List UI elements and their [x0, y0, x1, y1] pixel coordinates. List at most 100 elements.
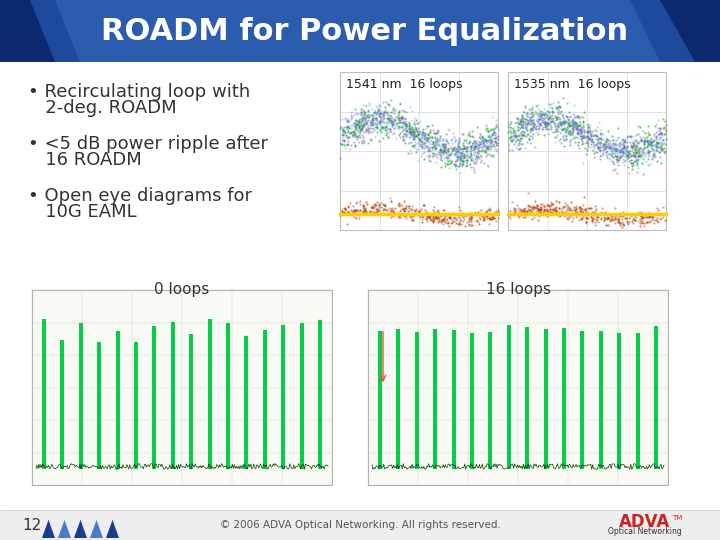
Point [450, 144, 462, 152]
Point [356, 124, 368, 133]
Point [544, 113, 556, 122]
Text: © 2006 ADVA Optical Networking. All rights reserved.: © 2006 ADVA Optical Networking. All righ… [220, 520, 500, 530]
Point [650, 132, 662, 140]
Point [364, 126, 376, 135]
Point [631, 159, 642, 167]
Point [538, 114, 549, 123]
Point [474, 130, 486, 138]
Point [582, 136, 594, 144]
Point [379, 118, 391, 127]
Point [647, 137, 659, 146]
Point [544, 207, 556, 215]
Point [395, 113, 407, 122]
Point [417, 133, 428, 142]
Point [485, 134, 496, 143]
Point [477, 215, 488, 224]
Point [421, 136, 433, 144]
Point [416, 215, 428, 224]
Point [467, 213, 478, 222]
Point [464, 128, 475, 137]
Point [381, 117, 392, 125]
Point [412, 124, 423, 132]
Point [642, 145, 653, 154]
Point [655, 214, 667, 222]
Point [624, 132, 635, 141]
Point [359, 120, 370, 129]
Point [536, 113, 547, 122]
Point [390, 116, 401, 124]
Point [635, 135, 647, 144]
Point [516, 120, 527, 129]
Point [485, 140, 496, 149]
Point [541, 120, 553, 129]
Point [482, 205, 494, 214]
Point [451, 161, 463, 170]
Point [359, 204, 370, 213]
Point [621, 153, 633, 161]
Point [448, 209, 459, 218]
Point [604, 210, 616, 219]
Point [426, 146, 438, 154]
Point [582, 204, 593, 212]
Point [579, 193, 590, 201]
Point [379, 106, 391, 114]
Point [469, 148, 480, 157]
Point [423, 212, 435, 220]
Point [644, 211, 656, 219]
Point [592, 143, 603, 151]
Point [533, 208, 544, 217]
Point [375, 117, 387, 125]
Point [553, 211, 564, 220]
Point [414, 213, 426, 221]
Point [559, 212, 571, 220]
Point [609, 152, 621, 161]
Point [525, 113, 536, 122]
Point [482, 127, 494, 136]
Point [544, 99, 555, 108]
Point [436, 144, 447, 152]
Point [572, 141, 584, 150]
Point [343, 123, 354, 132]
Point [658, 123, 670, 131]
Point [394, 117, 405, 126]
Point [586, 207, 598, 216]
Point [343, 201, 354, 210]
Point [479, 213, 490, 222]
Point [458, 144, 469, 152]
Point [410, 124, 422, 132]
Point [534, 205, 545, 214]
Point [356, 123, 368, 131]
Point [614, 138, 626, 147]
Point [397, 132, 408, 140]
Point [526, 134, 537, 143]
Point [423, 122, 434, 131]
Point [361, 117, 372, 126]
Point [523, 116, 535, 124]
Point [598, 148, 609, 157]
Point [345, 128, 356, 137]
Point [644, 138, 655, 147]
Point [635, 151, 647, 159]
Point [349, 206, 361, 215]
Point [467, 140, 478, 149]
Point [340, 209, 351, 218]
Point [400, 122, 412, 130]
Point [595, 138, 606, 147]
Point [532, 118, 544, 127]
Point [541, 110, 552, 119]
Point [624, 147, 635, 156]
Point [600, 148, 612, 157]
Point [336, 140, 348, 149]
Point [405, 211, 416, 220]
Point [590, 207, 601, 215]
Point [541, 122, 552, 131]
Point [404, 122, 415, 131]
Point [646, 138, 657, 146]
Point [522, 119, 534, 128]
Point [492, 132, 503, 140]
Point [490, 122, 502, 131]
Point [464, 152, 476, 160]
Point [595, 138, 606, 146]
Point [449, 138, 461, 146]
Point [478, 142, 490, 151]
